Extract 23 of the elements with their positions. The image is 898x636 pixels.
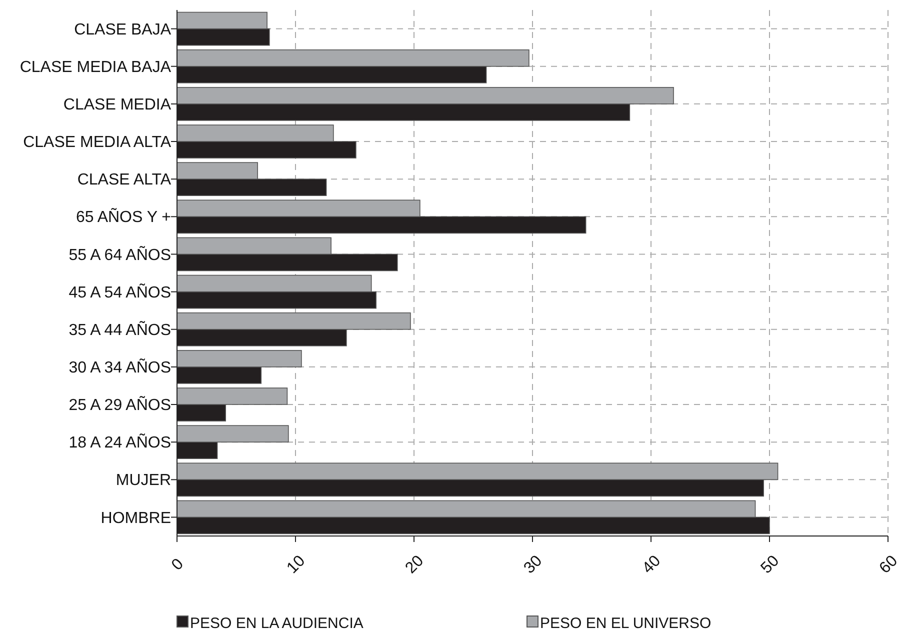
x-tick-label: 10 xyxy=(284,552,309,578)
y-tick-label: CLASE MEDIA xyxy=(63,96,172,114)
y-tick-label: 18 A 24 AÑOS xyxy=(68,432,171,452)
y-tick-label: MUJER xyxy=(116,472,171,490)
y-tick-label: CLASE ALTA xyxy=(77,172,172,189)
y-tick-label: 30 A 34 AÑOS xyxy=(68,358,171,377)
y-tick-label: CLASE BAJA xyxy=(74,21,172,38)
y-tick-label: 35 A 44 AÑOS xyxy=(68,320,171,339)
x-tick-label: 40 xyxy=(639,552,664,578)
legend-label: PESO EN LA AUDIENCIA xyxy=(190,615,364,632)
y-tick-label: CLASE MEDIA BAJA xyxy=(20,58,172,76)
legend-label: PESO EN EL UNIVERSO xyxy=(540,615,712,632)
y-tick-label: CLASE MEDIA ALTA xyxy=(23,134,172,152)
x-tick-label: 60 xyxy=(876,552,898,578)
x-tick-label: 30 xyxy=(520,552,546,578)
x-tick-label: 0 xyxy=(168,556,188,574)
y-tick-label: 45 A 54 AÑOS xyxy=(68,282,171,302)
x-tick-label: 20 xyxy=(402,552,428,578)
x-tick-label: 50 xyxy=(758,552,783,578)
y-tick-label: 25 A 29 AÑOS xyxy=(68,395,171,414)
y-tick-label: HOMBRE xyxy=(100,510,171,527)
y-tick-label: 55 A 64 AÑOS xyxy=(68,244,171,264)
y-tick-label: 65 AÑOS Y + xyxy=(76,207,171,226)
